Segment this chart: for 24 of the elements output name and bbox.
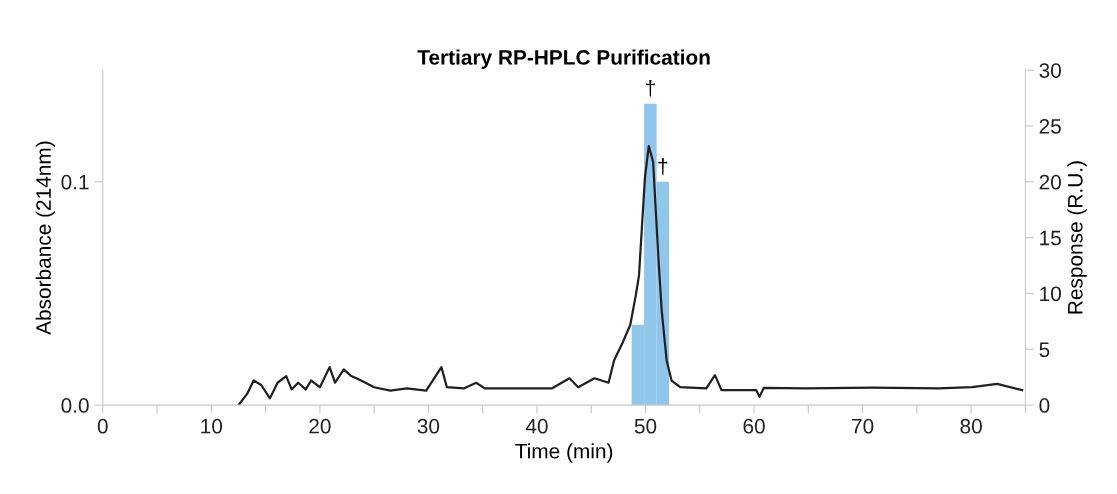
chart-title: Tertiary RP-HPLC Purification — [417, 49, 710, 69]
x-tick-label: 80 — [960, 418, 982, 434]
x-axis-title: Time (min) — [515, 443, 613, 463]
y-axis-title: Absorbance (214nm) — [35, 141, 56, 335]
y2-tick-label: 5 — [1039, 342, 1050, 358]
x-tick-label: 70 — [852, 418, 874, 434]
y2-tick-label: 25 — [1039, 118, 1061, 134]
x-tick-label: 10 — [201, 418, 223, 434]
y2-tick-label: 0 — [1039, 398, 1050, 413]
y2-tick-label: 10 — [1040, 286, 1061, 302]
y-tick-label: 0.1 — [61, 174, 89, 190]
y2-tick-label: 30 — [1039, 63, 1061, 78]
y2-tick-label: 20 — [1039, 174, 1061, 190]
x-tick-label: 40 — [525, 418, 548, 434]
y2-tick-label: 15 — [1040, 230, 1061, 246]
x-tick-label: 30 — [417, 418, 440, 434]
data-label: † — [658, 158, 668, 175]
x-tick-label: 20 — [309, 418, 331, 434]
x-tick-label: 60 — [743, 418, 765, 434]
x-tick-label: 50 — [634, 418, 657, 434]
x-tick-label: 0 — [97, 418, 108, 434]
y2-axis-title: Response (R.U.) — [1067, 161, 1087, 314]
text: 0.0 — [61, 398, 89, 413]
data-label: † — [645, 80, 655, 97]
